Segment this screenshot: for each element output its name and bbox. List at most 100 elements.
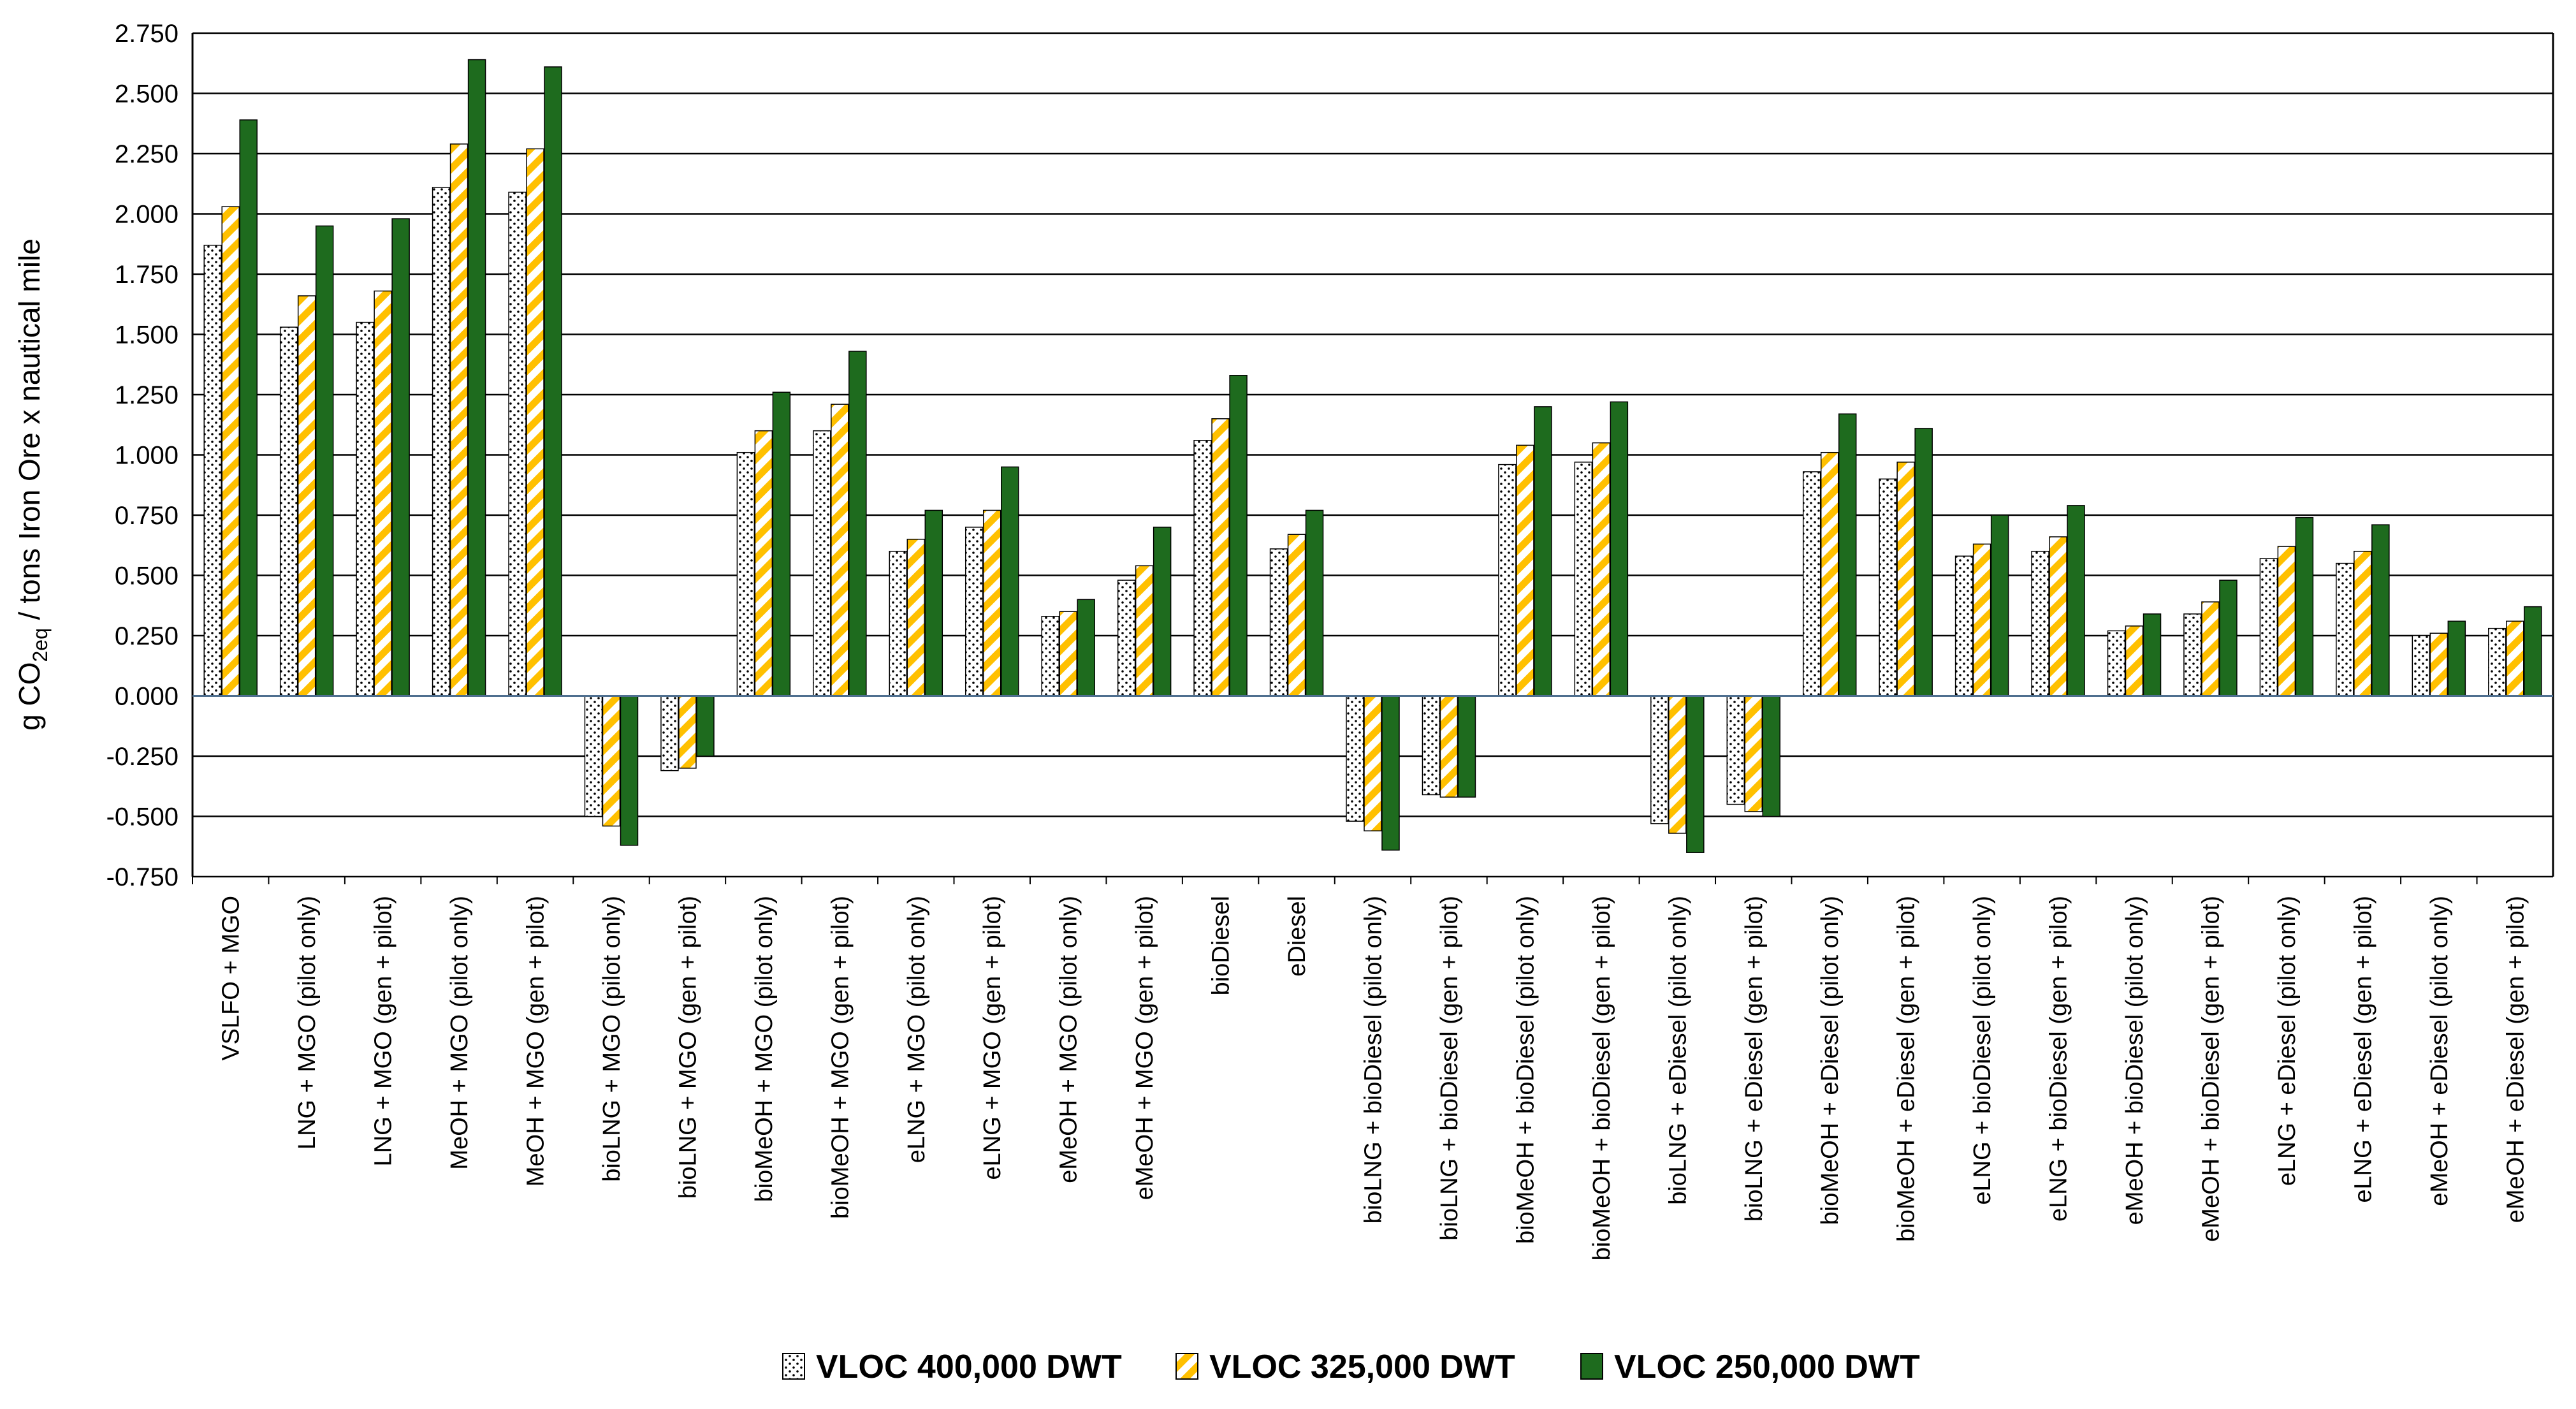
bar-dots (508, 191, 527, 697)
bar-dots (813, 430, 831, 697)
bar-solid (2067, 505, 2085, 697)
bar-stripes (2125, 625, 2144, 697)
bar-dots (1879, 478, 1897, 697)
bar-dots (432, 187, 451, 697)
bar-dots (2259, 558, 2278, 697)
x-tick-label: eLNG + MGO (pilot only) (903, 896, 930, 1163)
x-tick-label: bioLNG + MGO (pilot only) (599, 896, 625, 1182)
bar-dots (1802, 471, 1821, 697)
bar-solid (239, 119, 258, 697)
bar-stripes (1516, 444, 1534, 697)
legend-label: VLOC 325,000 DWT (1209, 1348, 1515, 1385)
bars (192, 59, 2542, 884)
bar-solid (1305, 509, 1324, 697)
bar-stripes (449, 143, 469, 697)
bar-solid (1457, 695, 1476, 798)
bar-solid (1762, 695, 1781, 817)
y-tick-label: 0.250 (115, 622, 178, 650)
bar-dots (1574, 462, 1593, 697)
x-tick-label: eLNG + eDiesel (pilot only) (2274, 896, 2301, 1186)
x-tick-label: bioDiesel (1208, 896, 1235, 995)
y-tick-label: 2.500 (115, 80, 178, 108)
axes (191, 33, 2554, 877)
x-tick-label: eMeOH + MGO (gen + pilot) (1132, 896, 1158, 1200)
y-tick-label: -0.250 (106, 743, 178, 771)
bar-stripes (2201, 601, 2220, 697)
x-tick-label: bioMeOH + eDiesel (gen + pilot) (1893, 896, 1920, 1242)
bar-solid (1610, 401, 1629, 697)
x-tick-label: eDiesel (1284, 896, 1311, 977)
bar-stripes (526, 148, 544, 697)
bar-solid (2371, 524, 2390, 697)
bar-dots (2412, 635, 2431, 697)
x-tick-label: MeOH + MGO (gen + pilot) (523, 896, 549, 1186)
bar-solid (1000, 466, 1019, 697)
x-tick-label: VSLFO + MGO (218, 896, 245, 1061)
bar-dots (1193, 440, 1212, 697)
bar-stripes (221, 206, 240, 697)
bar-solid (1229, 375, 1248, 697)
y-tick-label: 0.750 (115, 502, 178, 530)
bar-dots (1422, 695, 1441, 796)
bar-solid (1381, 695, 1400, 851)
y-tick-label: 2.000 (115, 201, 178, 229)
bar-stripes (374, 290, 392, 697)
x-tick-label: bioLNG + bioDiesel (pilot only) (1360, 896, 1387, 1223)
bar-stripes (982, 509, 1001, 697)
x-tick-label: eMeOH + MGO (pilot only) (1056, 896, 1082, 1183)
y-tick-label: 0.000 (115, 683, 178, 711)
bar-solid (2143, 613, 2162, 697)
x-tick-label: bioMeOH + bioDiesel (pilot only) (1512, 896, 1539, 1244)
bar-solid (1914, 428, 1933, 697)
legend-label: VLOC 400,000 DWT (816, 1348, 1122, 1385)
bar-stripes (1592, 442, 1611, 697)
legend-label: VLOC 250,000 DWT (1614, 1348, 1920, 1385)
x-tick-label: bioMeOH + MGO (gen + pilot) (827, 896, 854, 1219)
bar-solid (315, 225, 334, 697)
bar-dots (2031, 550, 2049, 697)
bar-dots (2336, 562, 2354, 697)
bar-stripes (1972, 543, 1991, 697)
bar-solid (620, 695, 639, 846)
x-tick-label: eLNG + eDiesel (gen + pilot) (2350, 896, 2376, 1203)
bar-dots (964, 527, 984, 697)
bar-stripes (678, 695, 697, 769)
bar-stripes (1744, 695, 1763, 812)
x-tick-label: eLNG + MGO (gen + pilot) (979, 896, 1006, 1180)
x-tick-label: bioLNG + eDiesel (gen + pilot) (1741, 896, 1768, 1222)
bar-solid (924, 509, 943, 697)
bar-dots (1117, 580, 1136, 697)
x-axis-labels: VSLFO + MGO LNG + MGO (pilot only) LNG + M… (218, 896, 2529, 1260)
y-tick-label: 1.000 (115, 442, 178, 470)
bar-solid (544, 66, 562, 697)
y-tick-label: 1.500 (115, 321, 178, 349)
bar-stripes (1668, 695, 1687, 834)
bar-dots (2183, 613, 2202, 697)
bar-dots (1498, 464, 1517, 697)
y-tick-label: 2.750 (115, 20, 178, 48)
x-tick-label: bioLNG + bioDiesel (gen + pilot) (1436, 896, 1463, 1241)
bar-stripes (2049, 536, 2067, 697)
bar-dots (584, 695, 603, 817)
bar-solid (1534, 406, 1552, 697)
legend-swatch (1580, 1353, 1603, 1380)
x-tick-label: bioMeOH + eDiesel (pilot only) (1817, 896, 1844, 1225)
bar-stripes (906, 539, 926, 697)
x-tick-label: bioLNG + eDiesel (pilot only) (1664, 896, 1691, 1205)
bar-solid (1153, 527, 1172, 697)
y-tick-label: -0.750 (106, 863, 178, 891)
bar-stripes (1135, 565, 1154, 697)
bar-stripes (2429, 632, 2449, 697)
bar-solid (1990, 515, 2009, 697)
x-tick-label: eLNG + bioDiesel (gen + pilot) (2046, 896, 2072, 1222)
bar-solid (2447, 620, 2466, 697)
legend-swatch (782, 1353, 805, 1380)
bar-dots (736, 451, 755, 697)
x-tick-label: bioLNG + MGO (gen + pilot) (674, 896, 701, 1199)
bar-dots (203, 244, 222, 697)
bar-dots (1954, 555, 1974, 697)
bar-solid (2295, 517, 2314, 697)
bar-dots (1269, 548, 1288, 697)
y-axis-title: g CO2eq / tons Iron Ore x nautical mile (13, 238, 52, 731)
